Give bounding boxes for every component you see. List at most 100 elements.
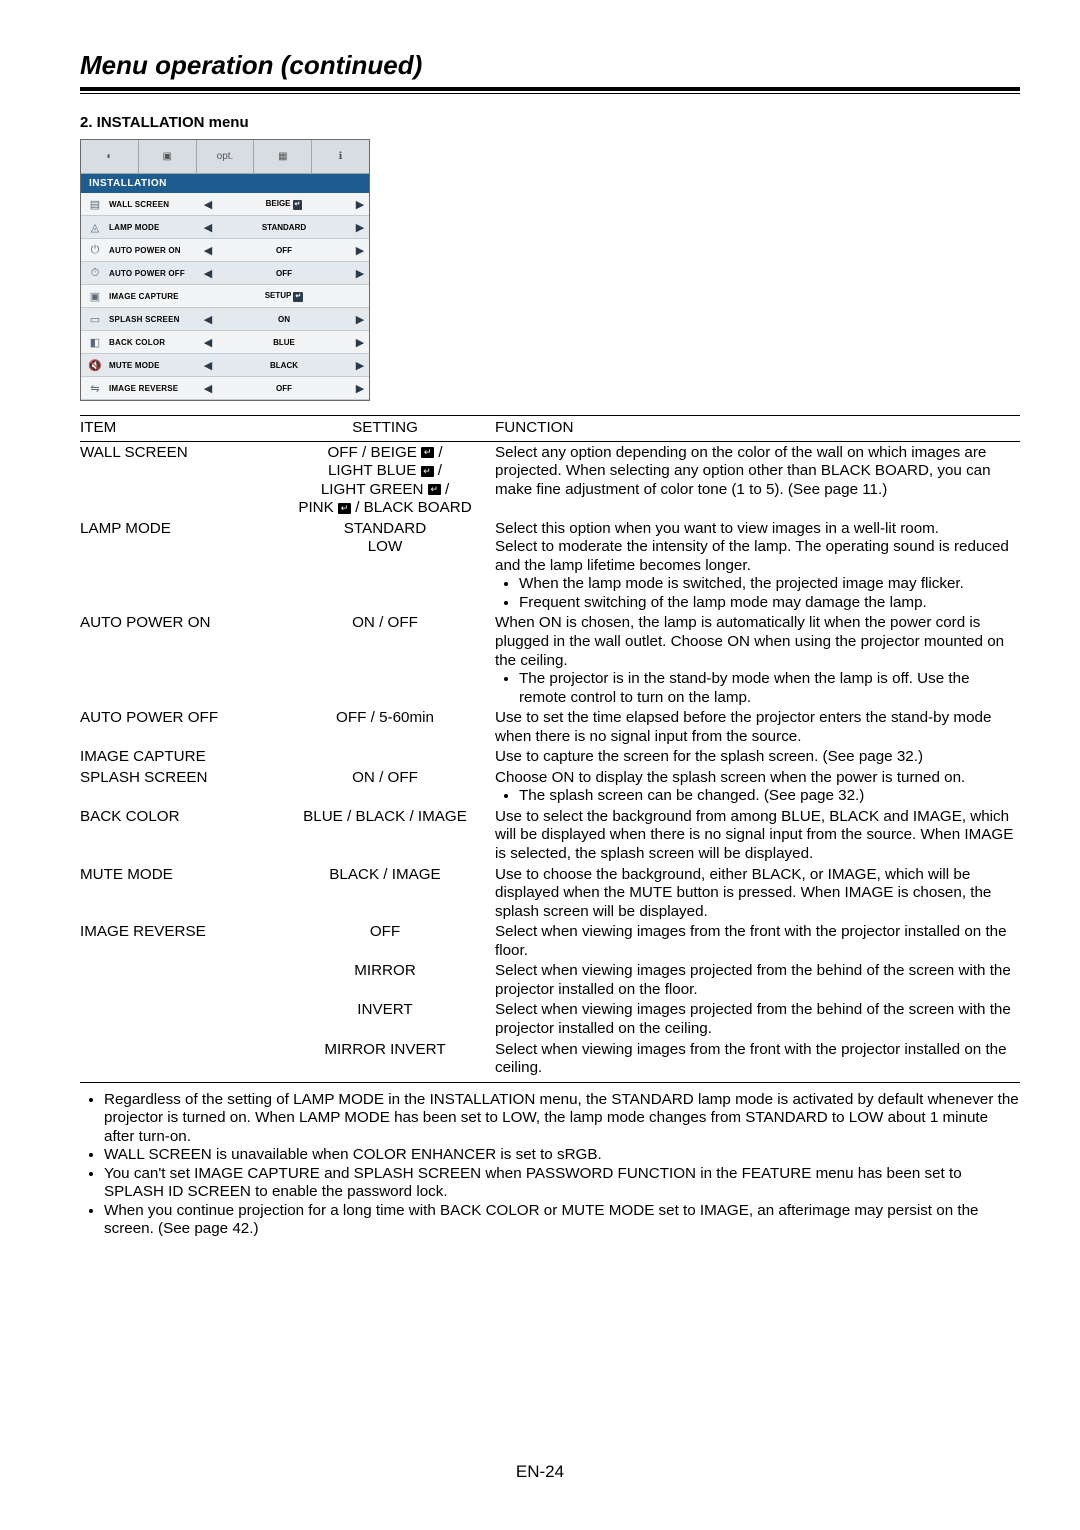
cell-function: Choose ON to display the splash screen w… xyxy=(495,767,1020,806)
osd-row[interactable]: ▣IMAGE CAPTURESETUP↵ xyxy=(81,285,369,308)
cell-setting: OFF / BEIGE ↵ /LIGHT BLUE ↵ /LIGHT GREEN… xyxy=(275,442,495,518)
title-rule xyxy=(80,87,1020,94)
osd-row-value: OFF xyxy=(217,384,351,393)
cell-item: WALL SCREEN xyxy=(80,442,275,463)
left-arrow-icon[interactable]: ◀ xyxy=(199,198,217,211)
table-row: AUTO POWER OFFOFF / 5-60minUse to set th… xyxy=(80,707,1020,746)
osd-row[interactable]: ▤WALL SCREEN◀BEIGE↵▶ xyxy=(81,193,369,216)
notes: Regardless of the setting of LAMP MODE i… xyxy=(80,1091,1020,1239)
table-row: MUTE MODEBLACK / IMAGEUse to choose the … xyxy=(80,864,1020,922)
right-arrow-icon[interactable]: ▶ xyxy=(351,359,369,372)
note-item: You can't set IMAGE CAPTURE and SPLASH S… xyxy=(104,1165,1020,1202)
left-arrow-icon[interactable]: ◀ xyxy=(199,267,217,280)
osd-row[interactable]: ⏱AUTO POWER OFF◀OFF▶ xyxy=(81,262,369,285)
settings-table: ITEM SETTING FUNCTION WALL SCREENOFF / B… xyxy=(80,415,1020,1083)
cell-setting xyxy=(275,746,495,748)
osd-row-label: BACK COLOR xyxy=(109,338,199,347)
osd-row-icon: ⏱ xyxy=(81,267,109,280)
osd-row-label: SPLASH SCREEN xyxy=(109,315,199,324)
cell-function: When ON is chosen, the lamp is automatic… xyxy=(495,612,1020,707)
table-row: SPLASH SCREENON / OFFChoose ON to displa… xyxy=(80,767,1020,806)
cell-function: Use to capture the screen for the splash… xyxy=(495,746,1020,767)
osd-row[interactable]: ◬LAMP MODE◀STANDARD▶ xyxy=(81,216,369,239)
left-arrow-icon[interactable]: ◀ xyxy=(199,221,217,234)
osd-tab[interactable]: ℹ xyxy=(312,140,369,173)
osd-row[interactable]: ⇋IMAGE REVERSE◀OFF▶ xyxy=(81,377,369,400)
osd-tab[interactable]: ▣ xyxy=(139,140,197,173)
osd-row-icon: ◬ xyxy=(81,221,109,234)
left-arrow-icon[interactable]: ◀ xyxy=(199,336,217,349)
cell-item: AUTO POWER ON xyxy=(80,612,275,633)
cell-item: BACK COLOR xyxy=(80,806,275,827)
osd-tabs: ◐▣opt.▦ℹ xyxy=(81,140,369,174)
section-heading: 2. INSTALLATION menu xyxy=(80,114,1020,131)
right-arrow-icon[interactable]: ▶ xyxy=(351,313,369,326)
left-arrow-icon[interactable]: ◀ xyxy=(199,313,217,326)
cell-function: Use to select the background from among … xyxy=(495,806,1020,864)
col-item-header: ITEM xyxy=(80,419,275,438)
cell-setting: OFF xyxy=(275,921,495,942)
osd-tab[interactable]: ▦ xyxy=(254,140,312,173)
osd-tab[interactable]: opt. xyxy=(197,140,255,173)
cell-item: SPLASH SCREEN xyxy=(80,767,275,788)
osd-row-icon: ▤ xyxy=(81,198,109,211)
osd-row[interactable]: ▭SPLASH SCREEN◀ON▶ xyxy=(81,308,369,331)
right-arrow-icon[interactable]: ▶ xyxy=(351,198,369,211)
osd-row[interactable]: ⏻AUTO POWER ON◀OFF▶ xyxy=(81,239,369,262)
cell-function: Select when viewing images projected fro… xyxy=(495,999,1020,1038)
note-item: WALL SCREEN is unavailable when COLOR EN… xyxy=(104,1146,1020,1165)
osd-row-value: ON xyxy=(217,315,351,324)
left-arrow-icon[interactable]: ◀ xyxy=(199,382,217,395)
osd-row-value: BLUE xyxy=(217,338,351,347)
cell-setting: OFF / 5-60min xyxy=(275,707,495,728)
table-row: MIRRORSelect when viewing images project… xyxy=(80,960,1020,999)
cell-item: IMAGE REVERSE xyxy=(80,921,275,942)
osd-row-icon: ▣ xyxy=(81,290,109,303)
right-arrow-icon[interactable]: ▶ xyxy=(351,244,369,257)
left-arrow-icon[interactable]: ◀ xyxy=(199,359,217,372)
cell-setting: BLUE / BLACK / IMAGE xyxy=(275,806,495,827)
osd-row-label: LAMP MODE xyxy=(109,223,199,232)
right-arrow-icon[interactable]: ▶ xyxy=(351,336,369,349)
table-row: AUTO POWER ONON / OFFWhen ON is chosen, … xyxy=(80,612,1020,707)
osd-row-value: BEIGE↵ xyxy=(217,199,351,210)
osd-row-icon: ⇋ xyxy=(81,382,109,395)
osd-tab[interactable]: ◐ xyxy=(81,140,139,173)
table-row: LAMP MODESTANDARDLOWSelect this option w… xyxy=(80,518,1020,613)
osd-row-label: MUTE MODE xyxy=(109,361,199,370)
osd-row-value: STANDARD xyxy=(217,223,351,232)
osd-row-label: AUTO POWER OFF xyxy=(109,269,199,278)
cell-setting: ON / OFF xyxy=(275,612,495,633)
right-arrow-icon[interactable]: ▶ xyxy=(351,221,369,234)
osd-row-icon: 🔇 xyxy=(81,359,109,372)
table-row: BACK COLORBLUE / BLACK / IMAGEUse to sel… xyxy=(80,806,1020,864)
cell-item: AUTO POWER OFF xyxy=(80,707,275,728)
osd-row-label: AUTO POWER ON xyxy=(109,246,199,255)
table-row: INVERTSelect when viewing images project… xyxy=(80,999,1020,1038)
osd-row-value: OFF xyxy=(217,269,351,278)
cell-item xyxy=(80,1039,275,1041)
cell-function: Select when viewing images from the fron… xyxy=(495,1039,1020,1078)
left-arrow-icon[interactable]: ◀ xyxy=(199,244,217,257)
cell-function: Select when viewing images projected fro… xyxy=(495,960,1020,999)
table-row: IMAGE REVERSEOFFSelect when viewing imag… xyxy=(80,921,1020,960)
right-arrow-icon[interactable]: ▶ xyxy=(351,382,369,395)
right-arrow-icon[interactable]: ▶ xyxy=(351,267,369,280)
cell-setting: MIRROR xyxy=(275,960,495,981)
cell-setting: MIRROR INVERT xyxy=(275,1039,495,1060)
cell-item: IMAGE CAPTURE xyxy=(80,746,275,767)
osd-row[interactable]: ◧BACK COLOR◀BLUE▶ xyxy=(81,331,369,354)
page-number: EN-24 xyxy=(0,1462,1080,1482)
cell-setting: INVERT xyxy=(275,999,495,1020)
note-item: Regardless of the setting of LAMP MODE i… xyxy=(104,1091,1020,1147)
cell-item: MUTE MODE xyxy=(80,864,275,885)
cell-setting: BLACK / IMAGE xyxy=(275,864,495,885)
table-row: MIRROR INVERTSelect when viewing images … xyxy=(80,1039,1020,1078)
cell-function: Select this option when you want to view… xyxy=(495,518,1020,613)
osd-row-icon: ▭ xyxy=(81,313,109,326)
cell-function: Use to set the time elapsed before the p… xyxy=(495,707,1020,746)
cell-setting: ON / OFF xyxy=(275,767,495,788)
table-row: WALL SCREENOFF / BEIGE ↵ /LIGHT BLUE ↵ /… xyxy=(80,442,1020,518)
osd-row[interactable]: 🔇MUTE MODE◀BLACK▶ xyxy=(81,354,369,377)
cell-function: Select when viewing images from the fron… xyxy=(495,921,1020,960)
